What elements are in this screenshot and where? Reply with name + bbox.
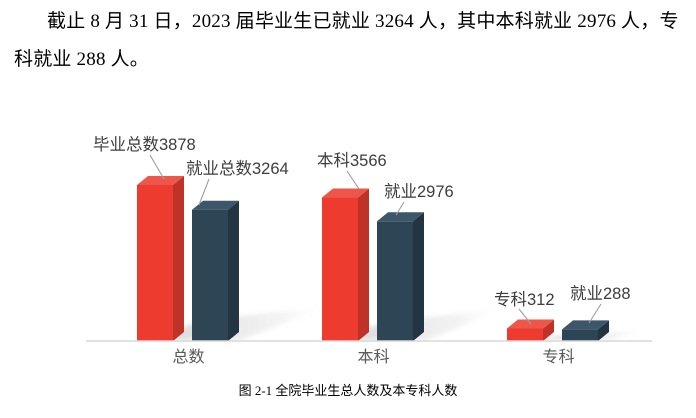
callouts-layer: 毕业总数3878 本科3566 专科312 就业总数3264 就业2976 就业288 [93, 135, 631, 325]
data-label: 毕业总数3878 [93, 135, 196, 154]
bar-top-就业-总数 [192, 200, 239, 210]
report-paragraph: 截止 8 月 31 日，2023 届毕业生已就业 3264 人，其中本科就业 2… [14, 11, 679, 70]
bar-front-就业-总数 [192, 209, 228, 341]
bar-side-毕业-专科 [543, 319, 554, 341]
data-label: 就业288 [570, 284, 631, 303]
bar-front-毕业-本科 [322, 197, 358, 341]
callout-line [395, 201, 405, 216]
callout-line [149, 154, 165, 180]
category-label: 总数 [172, 348, 204, 366]
bar-front-就业-本科 [377, 221, 413, 341]
document-page: 截止 8 月 31 日，2023 届毕业生已就业 3264 人，其中本科就业 2… [0, 3, 696, 398]
bars-layer [137, 176, 609, 341]
category-label: 本科 [357, 348, 389, 366]
bar-top-毕业-总数 [137, 176, 184, 185]
bar-chart-svg: 毕业总数3878 本科3566 专科312 就业总数3264 就业2976 就业288 总… [86, 135, 652, 366]
bar-side-毕业-总数 [173, 176, 184, 341]
bar-side-就业-本科 [413, 212, 424, 341]
bar-top-就业-专科 [562, 320, 609, 330]
callout-line [518, 308, 532, 325]
data-label: 就业2976 [384, 182, 454, 201]
bar-top-毕业-本科 [322, 188, 369, 198]
bar-front-就业-专科 [562, 329, 598, 341]
bar-top-就业-本科 [377, 212, 424, 222]
callout-line [588, 303, 602, 324]
bar-front-毕业-总数 [137, 185, 173, 341]
bar-side-毕业-本科 [358, 188, 369, 341]
bar-side-就业-总数 [228, 200, 239, 341]
figure-bar-chart: 毕业总数3878 本科3566 专科312 就业总数3264 就业2976 就业288 总… [0, 103, 696, 373]
figure-caption: 图 2-1 全院毕业生总人数及本专科人数 [238, 383, 458, 398]
callout-line [346, 170, 360, 190]
bar-front-毕业-专科 [507, 328, 543, 341]
callout-line [198, 178, 210, 206]
data-label: 专科312 [494, 290, 555, 309]
data-label: 就业总数3264 [186, 159, 289, 178]
category-labels-layer: 总数 本科 专科 [172, 348, 574, 366]
data-label: 本科3566 [317, 151, 387, 170]
bar-side-就业-专科 [598, 320, 609, 341]
category-label: 专科 [542, 348, 574, 366]
